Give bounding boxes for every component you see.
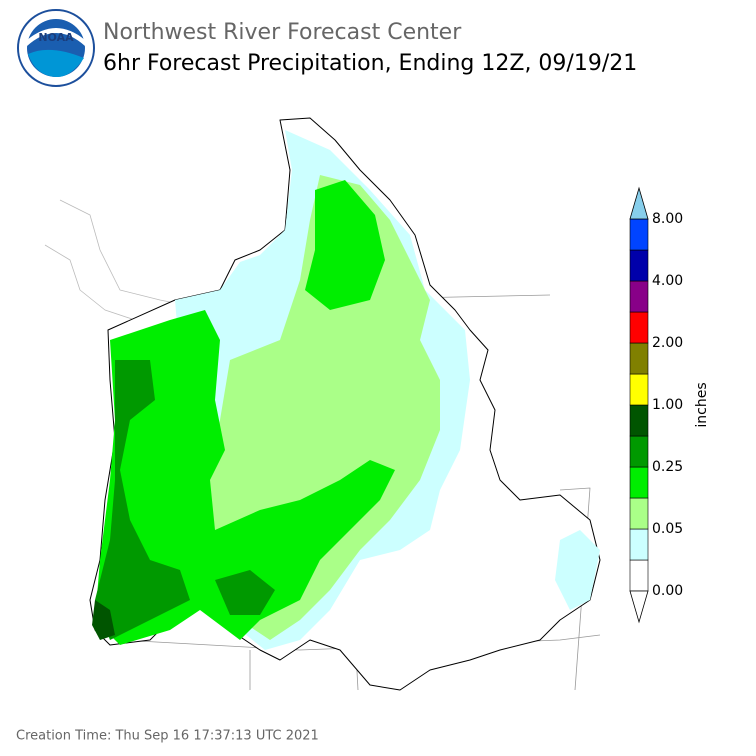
precip-150 [92,600,115,640]
colorbar-segment [629,497,649,530]
colorbar-segment [629,435,649,468]
colorbar-label: 8.00 [652,211,683,227]
logo-text: NOAA [38,31,74,44]
subtitle: 6hr Forecast Precipitation, Ending 12Z, … [103,51,637,76]
colorbar-label: 0.05 [652,521,683,537]
colorbar-segment [629,373,649,406]
colorbar-segment [629,218,649,251]
map [44,117,601,691]
noaa-logo: NOAA [17,9,95,87]
colorbar-unit: inches [694,382,710,427]
colorbar-segment [629,466,649,499]
colorbar-segment [629,559,649,592]
colorbar-label: 4.00 [652,273,683,289]
creation-time: Creation Time: Thu Sep 16 17:37:13 UTC 2… [16,729,319,744]
colorbar-label: 0.25 [652,459,683,475]
colorbar-segment [629,528,649,561]
precip-100-south [215,570,275,615]
precip-005-east [555,530,600,610]
title: Northwest River Forecast Center [103,20,462,45]
colorbar-label: 0.00 [652,583,683,599]
colorbar-label: 2.00 [652,335,683,351]
precip-100 [95,360,190,640]
colorbar-segment [629,404,649,437]
precip-050-north [305,180,385,310]
colorbar-segment [629,249,649,282]
colorbar-segment [629,280,649,313]
colorbar: 0.00 0.05 0.25 1.00 2.00 4.00 8.00 [629,186,683,624]
precip-050 [95,310,395,645]
colorbar-segment [629,311,649,344]
colorbar-under [629,590,649,624]
colorbar-over [629,186,649,220]
colorbar-segment [629,342,649,375]
colorbar-label: 1.00 [652,397,683,413]
